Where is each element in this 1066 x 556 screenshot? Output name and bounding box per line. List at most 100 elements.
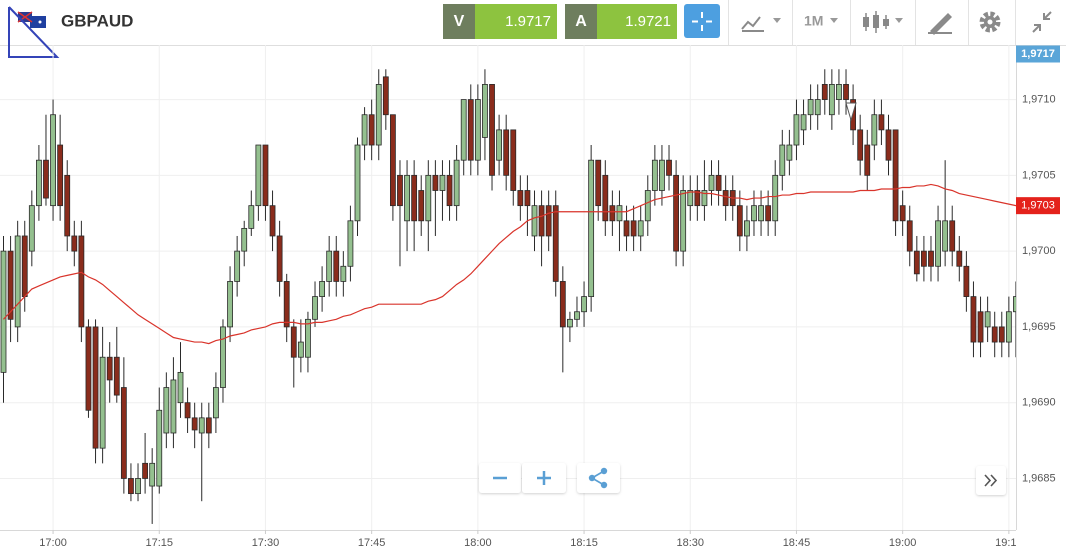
- x-tick-label: 17:45: [358, 537, 386, 549]
- candle-body: [637, 220, 644, 237]
- candle-body: [949, 220, 956, 252]
- candle-body: [482, 84, 488, 138]
- candle-body: [418, 190, 425, 222]
- candle-body: [361, 114, 368, 146]
- candle-body: [50, 114, 56, 207]
- candle-body: [135, 478, 141, 495]
- x-labels: 17:00 17:15 17:30 17:45 18:00 18:15 18:30 18:45…: [39, 537, 1016, 549]
- candle-body: [36, 159, 42, 207]
- candle-body: [864, 144, 871, 176]
- candle-body: [567, 318, 573, 328]
- draw-button[interactable]: [928, 13, 952, 35]
- candle-body: [57, 144, 64, 207]
- chart-type-button[interactable]: [741, 16, 781, 32]
- candle-body: [460, 99, 467, 161]
- plot-area: [0, 69, 1016, 524]
- candle-body: [340, 265, 347, 282]
- candle-body: [984, 311, 991, 328]
- candle-body: [333, 250, 340, 282]
- candle-body: [687, 190, 694, 207]
- candle-body: [234, 250, 241, 282]
- candle-body: [425, 174, 432, 222]
- sell-button[interactable]: V 1.9717: [443, 4, 557, 39]
- sell-label-bg: [443, 4, 475, 39]
- flag-stripe: [17, 11, 33, 23]
- candle-body: [538, 205, 545, 237]
- candle-body: [411, 174, 418, 222]
- x-tick-label: 18:00: [464, 537, 492, 549]
- candle-body: [602, 174, 609, 222]
- candle-body: [928, 250, 934, 267]
- y-tick-label: 1,9710: [1022, 93, 1056, 105]
- candle-body: [588, 159, 595, 297]
- candle-body: [149, 462, 156, 487]
- candle-body: [644, 190, 651, 222]
- candle-body: [751, 205, 757, 222]
- candle-body: [92, 326, 99, 449]
- candle-body: [467, 99, 474, 161]
- last-price-badge: [1016, 45, 1060, 63]
- candle-body: [765, 205, 772, 222]
- candle-body: [701, 190, 708, 207]
- candle-body: [666, 159, 672, 176]
- line-icon: [741, 16, 764, 32]
- buy-label-bg: [565, 4, 597, 39]
- buy-price: 1.9721: [625, 13, 671, 30]
- candle-body: [722, 190, 729, 207]
- candle-body: [397, 174, 403, 207]
- candle-body: [446, 174, 453, 207]
- candle-type-button[interactable]: [863, 11, 903, 33]
- compress-icon: [1032, 11, 1052, 33]
- candle-body: [0, 250, 7, 373]
- dropdown-arrow: [773, 18, 781, 23]
- candle-body: [163, 387, 170, 434]
- symbol-flag: [17, 11, 46, 28]
- pencil-icon: [930, 13, 952, 35]
- compress-button[interactable]: [1032, 11, 1052, 33]
- candle-body: [184, 402, 191, 419]
- candle-body: [496, 129, 503, 161]
- candle-body: [85, 326, 92, 411]
- timeframe-button[interactable]: 1M: [804, 13, 838, 29]
- buy-price-bg: [597, 4, 677, 39]
- candle-body: [78, 235, 85, 328]
- candle-body: [510, 129, 517, 191]
- candle-body: [120, 387, 127, 479]
- buy-button[interactable]: A 1.9721: [565, 4, 677, 39]
- settings-button[interactable]: [979, 11, 1001, 33]
- candle-body: [800, 114, 807, 131]
- crosshair-button[interactable]: [684, 4, 720, 38]
- candle-body: [836, 84, 842, 100]
- candle-body: [977, 311, 984, 343]
- candles-icon-body: [883, 19, 889, 26]
- candle-body: [43, 159, 49, 199]
- candle-body: [220, 326, 226, 388]
- candle-body: [128, 478, 134, 495]
- timeframe: 1M: [804, 13, 823, 29]
- candle-body: [736, 205, 743, 237]
- candle-body: [616, 205, 623, 222]
- candle-body: [382, 76, 389, 116]
- sell-price-bg: [475, 4, 557, 39]
- candle-body: [531, 205, 538, 237]
- candle-body: [623, 220, 630, 237]
- candle-body: [7, 250, 14, 320]
- candle-body: [524, 190, 531, 207]
- candle-body: [921, 250, 927, 267]
- share-button[interactable]: [577, 463, 620, 493]
- header: GBPAUD V 1.9717 A 1.9721 1M: [0, 0, 1066, 58]
- candle-body: [552, 205, 559, 282]
- candle-body: [673, 174, 679, 252]
- candle-body: [255, 144, 262, 207]
- buy-label: A: [575, 13, 587, 30]
- candle-body: [503, 129, 510, 176]
- y-tick-label: 1,9700: [1022, 245, 1056, 257]
- candle-body: [290, 326, 297, 358]
- candle-body: [262, 144, 269, 207]
- candle-body: [439, 174, 446, 191]
- moving-average-line: [3, 183, 1016, 345]
- trade-marker: [845, 102, 857, 122]
- candle-body: [609, 205, 616, 222]
- corner-marker: [8, 6, 60, 58]
